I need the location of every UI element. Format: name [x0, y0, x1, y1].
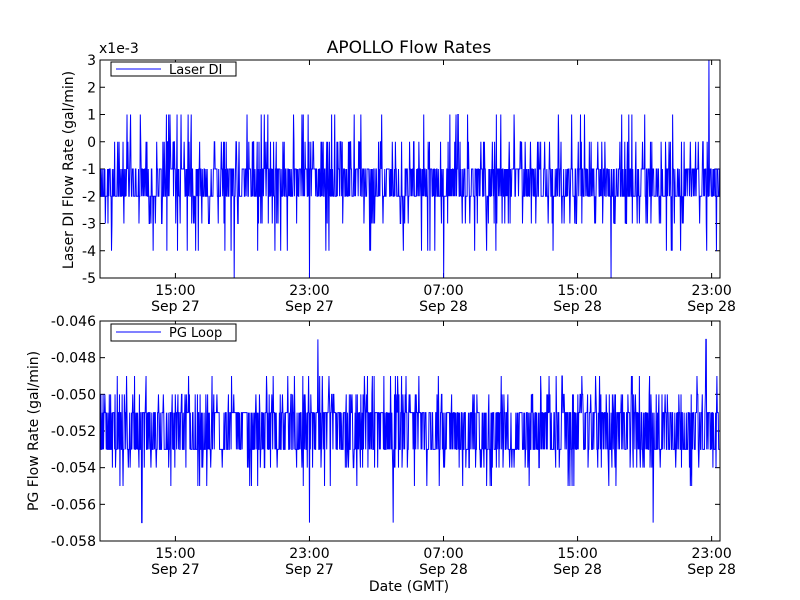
y-tick-label: -0.050 — [51, 387, 96, 403]
laser-di-panel: x1e-3 Laser DI Flow Rate (gal/min) -5 -4 -… — [61, 41, 736, 315]
chart-title: APOLLO Flow Rates — [327, 38, 492, 58]
legend-pg-loop: PG Loop — [110, 323, 237, 342]
y-tick-label: 3 — [87, 53, 96, 69]
x-axis-label: Date (GMT) — [369, 579, 449, 595]
y-tick-label: -5 — [82, 271, 96, 287]
y-tick-label: -0.056 — [51, 497, 96, 513]
y-tick-label: -2 — [82, 189, 96, 205]
x-tick-label: 15:00 — [557, 283, 597, 299]
x-tick-label: 23:00 — [691, 546, 731, 562]
y-tick-label: 0 — [87, 135, 96, 151]
x-tick-label: Sep 28 — [687, 299, 736, 315]
x-tick-label: Sep 28 — [553, 562, 602, 578]
ticks-pg-loop: -0.058 -0.056 -0.054 -0.052 -0.050 -0.048 -0.0… — [51, 314, 736, 578]
x-tick-label: 07:00 — [423, 546, 463, 562]
x-tick-label: 07:00 — [423, 283, 463, 299]
legend-label-laser-di: Laser DI — [169, 63, 222, 78]
series-pg-loop — [99, 338, 720, 524]
x-tick-label: 23:00 — [289, 283, 329, 299]
y-tick-label: -0.046 — [51, 314, 96, 330]
y-offset-label: x1e-3 — [99, 41, 139, 57]
x-tick-label: 15:00 — [155, 546, 195, 562]
legend-label-pg-loop: PG Loop — [169, 326, 222, 341]
legend-box — [110, 61, 237, 77]
x-tick-label: Sep 28 — [419, 299, 468, 315]
x-tick-label: 23:00 — [691, 283, 731, 299]
axes-frame-pg-loop — [99, 320, 721, 542]
y-tick-label: 1 — [87, 108, 96, 124]
y-tick-label: -0.052 — [51, 424, 96, 440]
y-tick-label: -0.054 — [51, 461, 96, 477]
y-tick-label: -3 — [82, 217, 96, 233]
x-tick-label: Sep 28 — [687, 562, 736, 578]
legend-laser-di: Laser DI — [110, 61, 237, 78]
y-tick-label: -0.058 — [51, 534, 96, 550]
series-line — [99, 338, 720, 524]
axes-frame-laser-di — [99, 59, 721, 279]
y-tick-label: 2 — [87, 80, 96, 96]
x-tick-label: 15:00 — [155, 283, 195, 299]
x-tick-label: Sep 27 — [285, 299, 334, 315]
x-tick-label: Sep 27 — [151, 299, 200, 315]
y-tick-label: -0.048 — [51, 351, 96, 367]
x-tick-label: 15:00 — [557, 546, 597, 562]
y-tick-label: -1 — [82, 162, 96, 178]
x-tick-label: 23:00 — [289, 546, 329, 562]
series-laser-di — [99, 59, 721, 279]
series-line — [99, 59, 721, 279]
legend-box — [110, 323, 237, 342]
pg-loop-panel: PG Flow Rate (gal/min) -0.058-0.056-0.05… — [26, 314, 736, 578]
y-axis-label-pg-loop: PG Flow Rate (gal/min) — [26, 351, 42, 511]
x-tick-label: Sep 28 — [419, 562, 468, 578]
x-tick-label: Sep 28 — [553, 299, 602, 315]
y-tick-label: -4 — [82, 244, 96, 260]
x-tick-label: Sep 27 — [285, 562, 334, 578]
y-axis-label-laser-di: Laser DI Flow Rate (gal/min) — [61, 71, 77, 269]
x-tick-label: Sep 27 — [151, 562, 200, 578]
